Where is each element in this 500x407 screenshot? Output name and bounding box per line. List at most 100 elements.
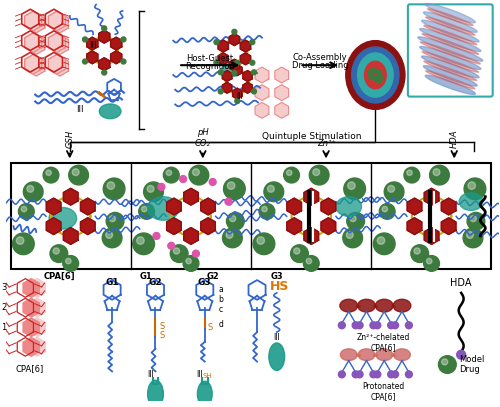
Text: III: III bbox=[236, 92, 242, 101]
Circle shape bbox=[192, 169, 200, 175]
Text: HS: HS bbox=[270, 280, 289, 293]
Text: Host-Guest: Host-Guest bbox=[186, 54, 234, 63]
Ellipse shape bbox=[420, 28, 481, 52]
Circle shape bbox=[121, 37, 126, 42]
Circle shape bbox=[43, 167, 59, 183]
Polygon shape bbox=[52, 35, 68, 55]
Polygon shape bbox=[166, 198, 181, 215]
Polygon shape bbox=[304, 188, 318, 205]
Polygon shape bbox=[23, 318, 40, 337]
Circle shape bbox=[147, 186, 154, 192]
Circle shape bbox=[102, 70, 106, 75]
Ellipse shape bbox=[459, 193, 483, 210]
Circle shape bbox=[253, 233, 275, 255]
Polygon shape bbox=[29, 298, 46, 317]
Circle shape bbox=[110, 215, 116, 222]
Circle shape bbox=[106, 232, 112, 239]
Polygon shape bbox=[222, 70, 232, 81]
Text: III: III bbox=[274, 333, 280, 341]
Circle shape bbox=[259, 204, 275, 219]
Circle shape bbox=[214, 60, 219, 65]
Circle shape bbox=[338, 371, 345, 378]
Circle shape bbox=[186, 258, 192, 264]
Circle shape bbox=[373, 77, 378, 81]
Ellipse shape bbox=[49, 208, 76, 229]
Circle shape bbox=[192, 250, 200, 257]
Ellipse shape bbox=[376, 299, 393, 312]
Circle shape bbox=[467, 212, 485, 230]
Polygon shape bbox=[24, 33, 42, 53]
Circle shape bbox=[250, 60, 255, 65]
Text: S: S bbox=[208, 323, 213, 332]
Polygon shape bbox=[243, 82, 252, 93]
Ellipse shape bbox=[424, 61, 476, 81]
Ellipse shape bbox=[198, 381, 212, 407]
Polygon shape bbox=[201, 218, 216, 234]
Ellipse shape bbox=[358, 349, 375, 361]
Polygon shape bbox=[229, 34, 239, 46]
Polygon shape bbox=[275, 85, 288, 101]
Polygon shape bbox=[80, 198, 95, 215]
Polygon shape bbox=[28, 13, 44, 33]
Polygon shape bbox=[86, 51, 98, 64]
Polygon shape bbox=[24, 11, 42, 31]
Circle shape bbox=[257, 237, 264, 244]
Circle shape bbox=[411, 245, 428, 263]
Circle shape bbox=[50, 245, 68, 263]
Circle shape bbox=[430, 165, 450, 185]
Circle shape bbox=[347, 212, 364, 230]
Polygon shape bbox=[232, 88, 242, 99]
Circle shape bbox=[82, 37, 87, 42]
Ellipse shape bbox=[424, 25, 476, 45]
Ellipse shape bbox=[346, 41, 405, 109]
Circle shape bbox=[464, 178, 486, 200]
Circle shape bbox=[222, 228, 242, 248]
Ellipse shape bbox=[222, 63, 240, 77]
Polygon shape bbox=[23, 279, 40, 297]
Polygon shape bbox=[23, 337, 40, 356]
Circle shape bbox=[406, 170, 412, 175]
Ellipse shape bbox=[340, 349, 357, 361]
Circle shape bbox=[174, 248, 180, 254]
Text: d: d bbox=[218, 320, 224, 329]
Polygon shape bbox=[98, 58, 110, 70]
Text: III: III bbox=[147, 370, 154, 379]
Text: a: a bbox=[218, 285, 224, 294]
Polygon shape bbox=[229, 59, 239, 71]
Polygon shape bbox=[28, 35, 44, 55]
Circle shape bbox=[346, 232, 353, 239]
Polygon shape bbox=[110, 37, 122, 50]
Circle shape bbox=[463, 228, 483, 248]
Ellipse shape bbox=[426, 4, 476, 23]
Text: c: c bbox=[218, 305, 222, 314]
Circle shape bbox=[306, 258, 312, 264]
Text: HDA: HDA bbox=[450, 278, 472, 288]
Circle shape bbox=[133, 233, 154, 255]
Text: 3: 3 bbox=[1, 283, 6, 293]
Circle shape bbox=[68, 165, 88, 185]
FancyBboxPatch shape bbox=[408, 4, 492, 96]
Circle shape bbox=[166, 170, 172, 175]
Circle shape bbox=[252, 70, 256, 75]
Circle shape bbox=[424, 256, 440, 271]
Circle shape bbox=[252, 89, 256, 94]
Text: S: S bbox=[160, 330, 164, 339]
Polygon shape bbox=[243, 70, 252, 81]
Text: CPA[6]: CPA[6] bbox=[15, 365, 44, 374]
Polygon shape bbox=[86, 37, 98, 50]
Circle shape bbox=[392, 371, 398, 378]
Text: HDA: HDA bbox=[450, 129, 458, 148]
Circle shape bbox=[382, 206, 388, 212]
Circle shape bbox=[226, 212, 244, 230]
Polygon shape bbox=[275, 103, 288, 118]
Polygon shape bbox=[240, 40, 250, 52]
Polygon shape bbox=[407, 198, 422, 215]
Text: GSH: GSH bbox=[65, 129, 74, 148]
Circle shape bbox=[426, 258, 432, 264]
Circle shape bbox=[290, 245, 308, 263]
Polygon shape bbox=[287, 198, 302, 215]
Text: Quintuple Stimulation: Quintuple Stimulation bbox=[262, 132, 361, 141]
Polygon shape bbox=[424, 228, 439, 244]
Circle shape bbox=[226, 232, 233, 239]
Circle shape bbox=[377, 79, 382, 83]
